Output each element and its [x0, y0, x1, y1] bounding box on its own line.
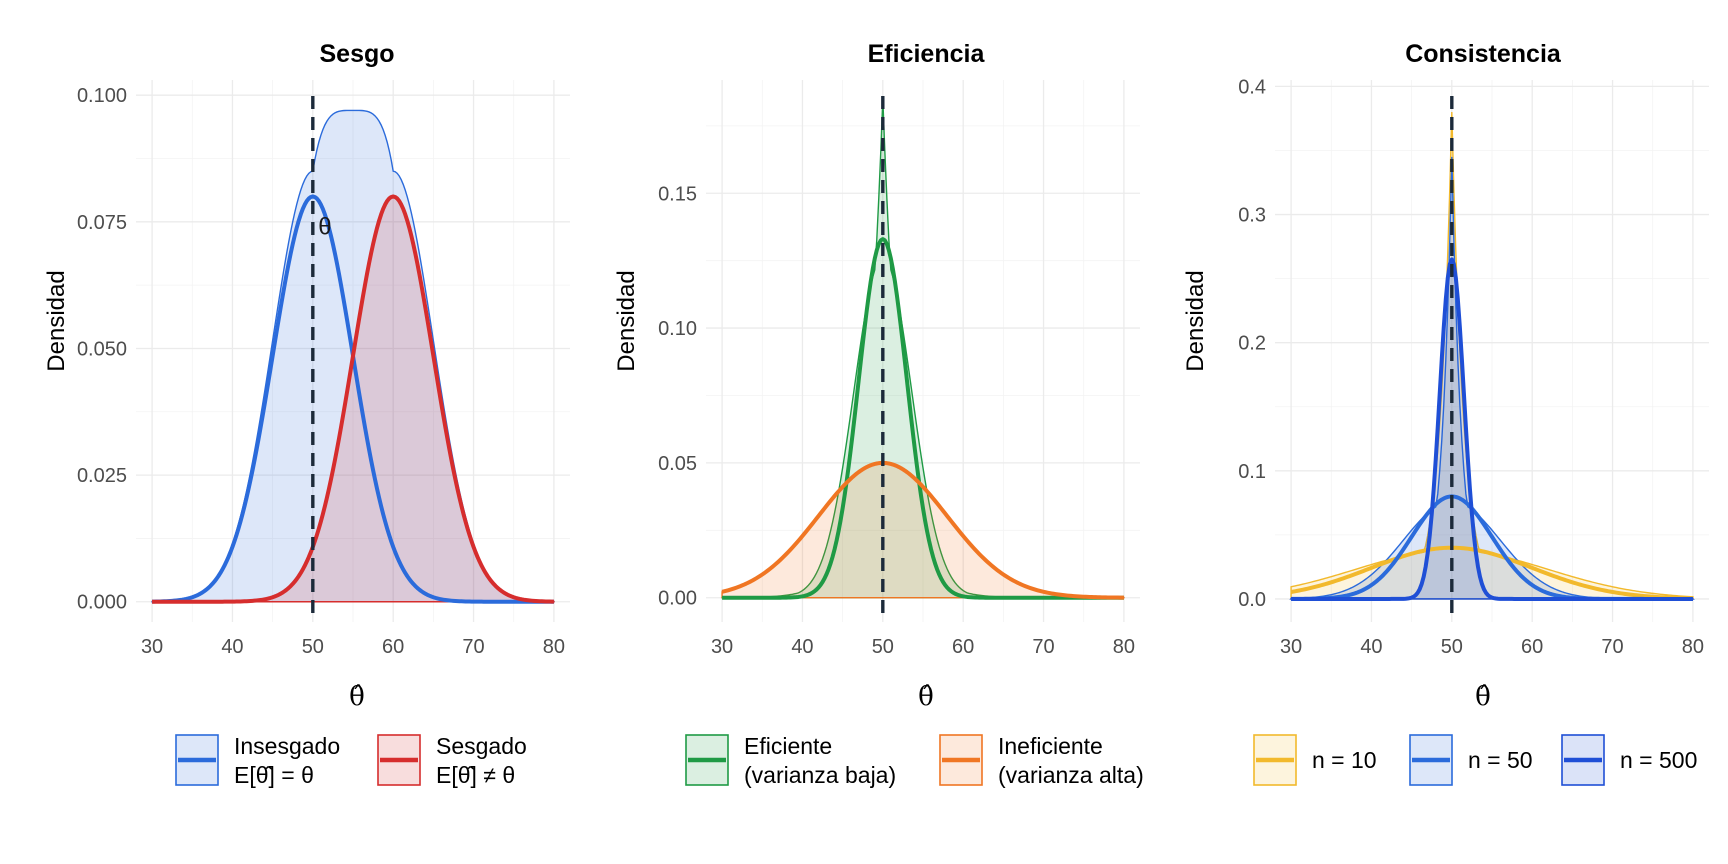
y-tick-label: 0.3 — [1238, 205, 1266, 227]
legend-label-line: Eficiente — [744, 733, 832, 759]
panel-3: 30 40 50 60 70 80 0.0 0.1 0.2 0.3 0.4 Consistencia D… — [1182, 40, 1709, 712]
legend-label: n = 50 — [1468, 747, 1533, 773]
y-tick-label: 0.025 — [77, 465, 127, 487]
x-tick-label: 50 — [872, 636, 894, 658]
panel-title: Eficiencia — [868, 40, 986, 68]
panel-title: Sesgo — [319, 40, 394, 68]
legend-label-line: Sesgado — [436, 733, 527, 759]
x-tick-label: 30 — [141, 636, 163, 658]
density-line-3 — [1291, 257, 1693, 601]
line-layer — [721, 237, 1124, 600]
legend-label: Ineficiente (varianza alta) — [998, 733, 1144, 788]
legend-label: Sesgado E[θ̂] ≠ θ — [436, 733, 527, 788]
density-line-1 — [1290, 545, 1693, 601]
panel-2: 30 40 50 60 70 80 0.00 0.05 0.10 0.15 Eficiencia De… — [613, 40, 1140, 712]
y-axis-label: Densidad — [43, 270, 70, 371]
y-tick-label: 0.00 — [658, 588, 697, 610]
x-axis-label: θ̂ — [918, 682, 934, 712]
legend-3: n = 10 n = 50 n = 500 — [1253, 734, 1697, 786]
x-axis-label: θ̂ — [1475, 682, 1491, 712]
y-tick-label: 0.050 — [77, 338, 127, 360]
legend-label: n = 10 — [1312, 747, 1377, 773]
x-tick-label: 40 — [1360, 636, 1382, 658]
legend-label-line: (varianza alta) — [998, 762, 1144, 788]
y-tick-label: 0.4 — [1238, 76, 1266, 98]
density-line-2 — [152, 194, 554, 604]
legend-label-line: E[θ̂] ≠ θ — [436, 762, 515, 788]
x-tick-label: 30 — [711, 636, 733, 658]
x-tick-label: 60 — [382, 636, 404, 658]
density-line-1 — [722, 237, 1124, 600]
panel-1: 30 40 50 60 70 80 0.000 0.025 0.050 0.075 0.100 Ses… — [43, 40, 570, 712]
theta-annotation: θ — [318, 213, 331, 240]
x-tick-label: 50 — [1441, 636, 1463, 658]
density-line-2 — [721, 460, 1124, 600]
x-tick-label: 60 — [1521, 636, 1543, 658]
legend-2: Eficiente (varianza baja) Ineficiente (vari… — [685, 733, 1144, 788]
y-tick-label: 0.100 — [77, 85, 127, 107]
legend-label: n = 500 — [1620, 747, 1697, 773]
y-tick-label: 0.000 — [77, 592, 127, 614]
x-tick-label: 80 — [1682, 636, 1704, 658]
legend-label-line: (varianza baja) — [744, 762, 896, 788]
y-tick-label: 0.10 — [658, 318, 697, 340]
x-axis-label: θ̂ — [349, 682, 365, 712]
legend-label-line: n = 10 — [1312, 747, 1377, 773]
legend-1: Insesgado E[θ̂] = θ Sesgado E[θ̂] ≠ θ — [175, 733, 527, 788]
x-tick-label: 40 — [791, 636, 813, 658]
y-tick-label: 0.05 — [658, 453, 697, 475]
x-tick-label: 70 — [1032, 636, 1054, 658]
panel-title: Consistencia — [1405, 40, 1562, 68]
legend-label-line: n = 50 — [1468, 747, 1533, 773]
legend-label: Insesgado E[θ̂] = θ — [234, 733, 340, 788]
legend-label-line: Ineficiente — [998, 733, 1103, 759]
y-tick-label: 0.0 — [1238, 589, 1266, 611]
legend-label-line: E[θ̂] = θ — [234, 762, 314, 788]
x-tick-label: 80 — [1113, 636, 1135, 658]
x-tick-label: 50 — [302, 636, 324, 658]
x-tick-label: 80 — [543, 636, 565, 658]
legend-label: Eficiente (varianza baja) — [744, 733, 896, 788]
y-axis-label: Densidad — [1182, 270, 1209, 371]
y-tick-label: 0.15 — [658, 183, 697, 205]
legend-label-line: n = 500 — [1620, 747, 1697, 773]
line-layer — [1290, 257, 1693, 601]
y-axis-label: Densidad — [613, 270, 640, 371]
y-tick-label: 0.2 — [1238, 333, 1266, 355]
y-tick-label: 0.1 — [1238, 461, 1266, 483]
x-tick-label: 70 — [462, 636, 484, 658]
x-tick-label: 60 — [952, 636, 974, 658]
x-tick-label: 40 — [221, 636, 243, 658]
line-layer — [152, 194, 554, 604]
x-tick-label: 30 — [1280, 636, 1302, 658]
legend-label-line: Insesgado — [234, 733, 340, 759]
y-tick-label: 0.075 — [77, 212, 127, 234]
x-tick-label: 70 — [1601, 636, 1623, 658]
